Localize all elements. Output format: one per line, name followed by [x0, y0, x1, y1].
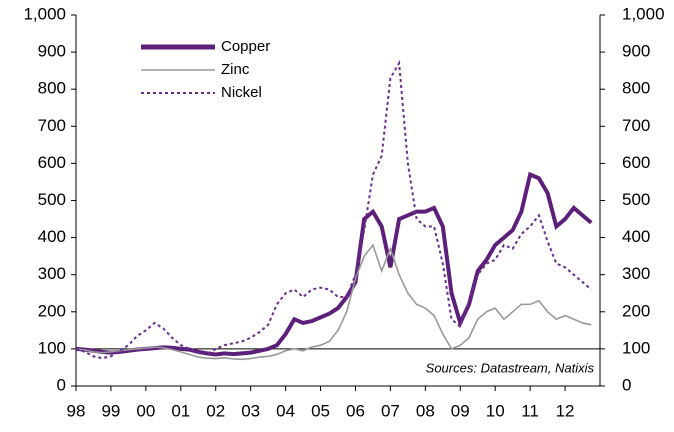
y-tick-label: 1,000 [23, 4, 66, 23]
legend-label: Copper [221, 38, 270, 55]
x-tick-label: 98 [67, 401, 86, 420]
y2-tick-label: 700 [622, 116, 650, 135]
legend-label: Zinc [221, 61, 250, 78]
y-tick-label: 200 [38, 301, 66, 320]
y-tick-label: 400 [38, 227, 66, 246]
x-tick-label: 02 [206, 401, 225, 420]
y2-tick-label: 300 [622, 264, 650, 283]
y2-tick-label: 600 [622, 153, 650, 172]
y-tick-label: 500 [38, 190, 66, 209]
y-tick-label: 900 [38, 42, 66, 61]
x-tick-label: 03 [241, 401, 260, 420]
x-tick-label: 12 [556, 401, 575, 420]
legend-label: Nickel [221, 84, 262, 101]
x-tick-label: 06 [346, 401, 365, 420]
y2-tick-label: 0 [622, 375, 631, 394]
series-line [75, 243, 592, 361]
x-tick-label: 01 [171, 401, 190, 420]
x-tick-label: 04 [276, 401, 295, 420]
y-tick-label: 800 [38, 79, 66, 98]
series-line [75, 171, 593, 357]
y-tick-label: 100 [38, 338, 66, 357]
series-line [75, 60, 592, 360]
annotation: Sources: Datastream, Natixis [426, 360, 595, 375]
y2-tick-label: 100 [622, 338, 650, 357]
y-tick-label: 0 [57, 375, 66, 394]
y2-tick-label: 200 [622, 301, 650, 320]
x-tick-label: 05 [311, 401, 330, 420]
y2-tick-label: 400 [622, 227, 650, 246]
x-tick-label: 99 [101, 401, 120, 420]
x-tick-label: 10 [486, 401, 505, 420]
y2-tick-label: 1,000 [622, 4, 665, 23]
y2-tick-label: 800 [622, 79, 650, 98]
y-tick-label: 600 [38, 153, 66, 172]
y2-tick-label: 500 [622, 190, 650, 209]
y-tick-label: 700 [38, 116, 66, 135]
x-tick-label: 09 [451, 401, 470, 420]
x-tick-label: 00 [136, 401, 155, 420]
y-tick-label: 300 [38, 264, 66, 283]
y2-tick-label: 900 [622, 42, 650, 61]
x-tick-label: 11 [521, 401, 539, 420]
x-tick-label: 08 [416, 401, 435, 420]
x-tick-label: 07 [381, 401, 400, 420]
